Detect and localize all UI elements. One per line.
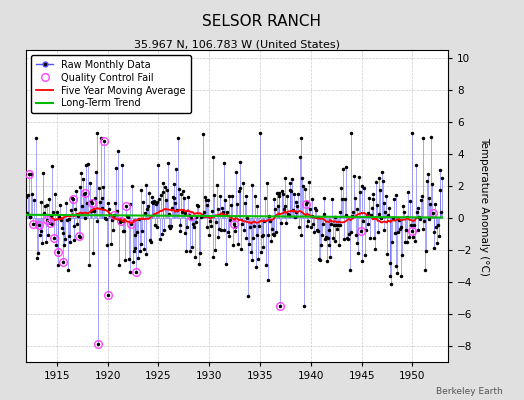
Text: Berkeley Earth: Berkeley Earth [436, 387, 503, 396]
Text: SELSOR RANCH: SELSOR RANCH [202, 14, 322, 29]
Y-axis label: Temperature Anomaly (°C): Temperature Anomaly (°C) [479, 136, 489, 276]
Legend: Raw Monthly Data, Quality Control Fail, Five Year Moving Average, Long-Term Tren: Raw Monthly Data, Quality Control Fail, … [31, 55, 191, 113]
Title: 35.967 N, 106.783 W (United States): 35.967 N, 106.783 W (United States) [134, 39, 340, 49]
